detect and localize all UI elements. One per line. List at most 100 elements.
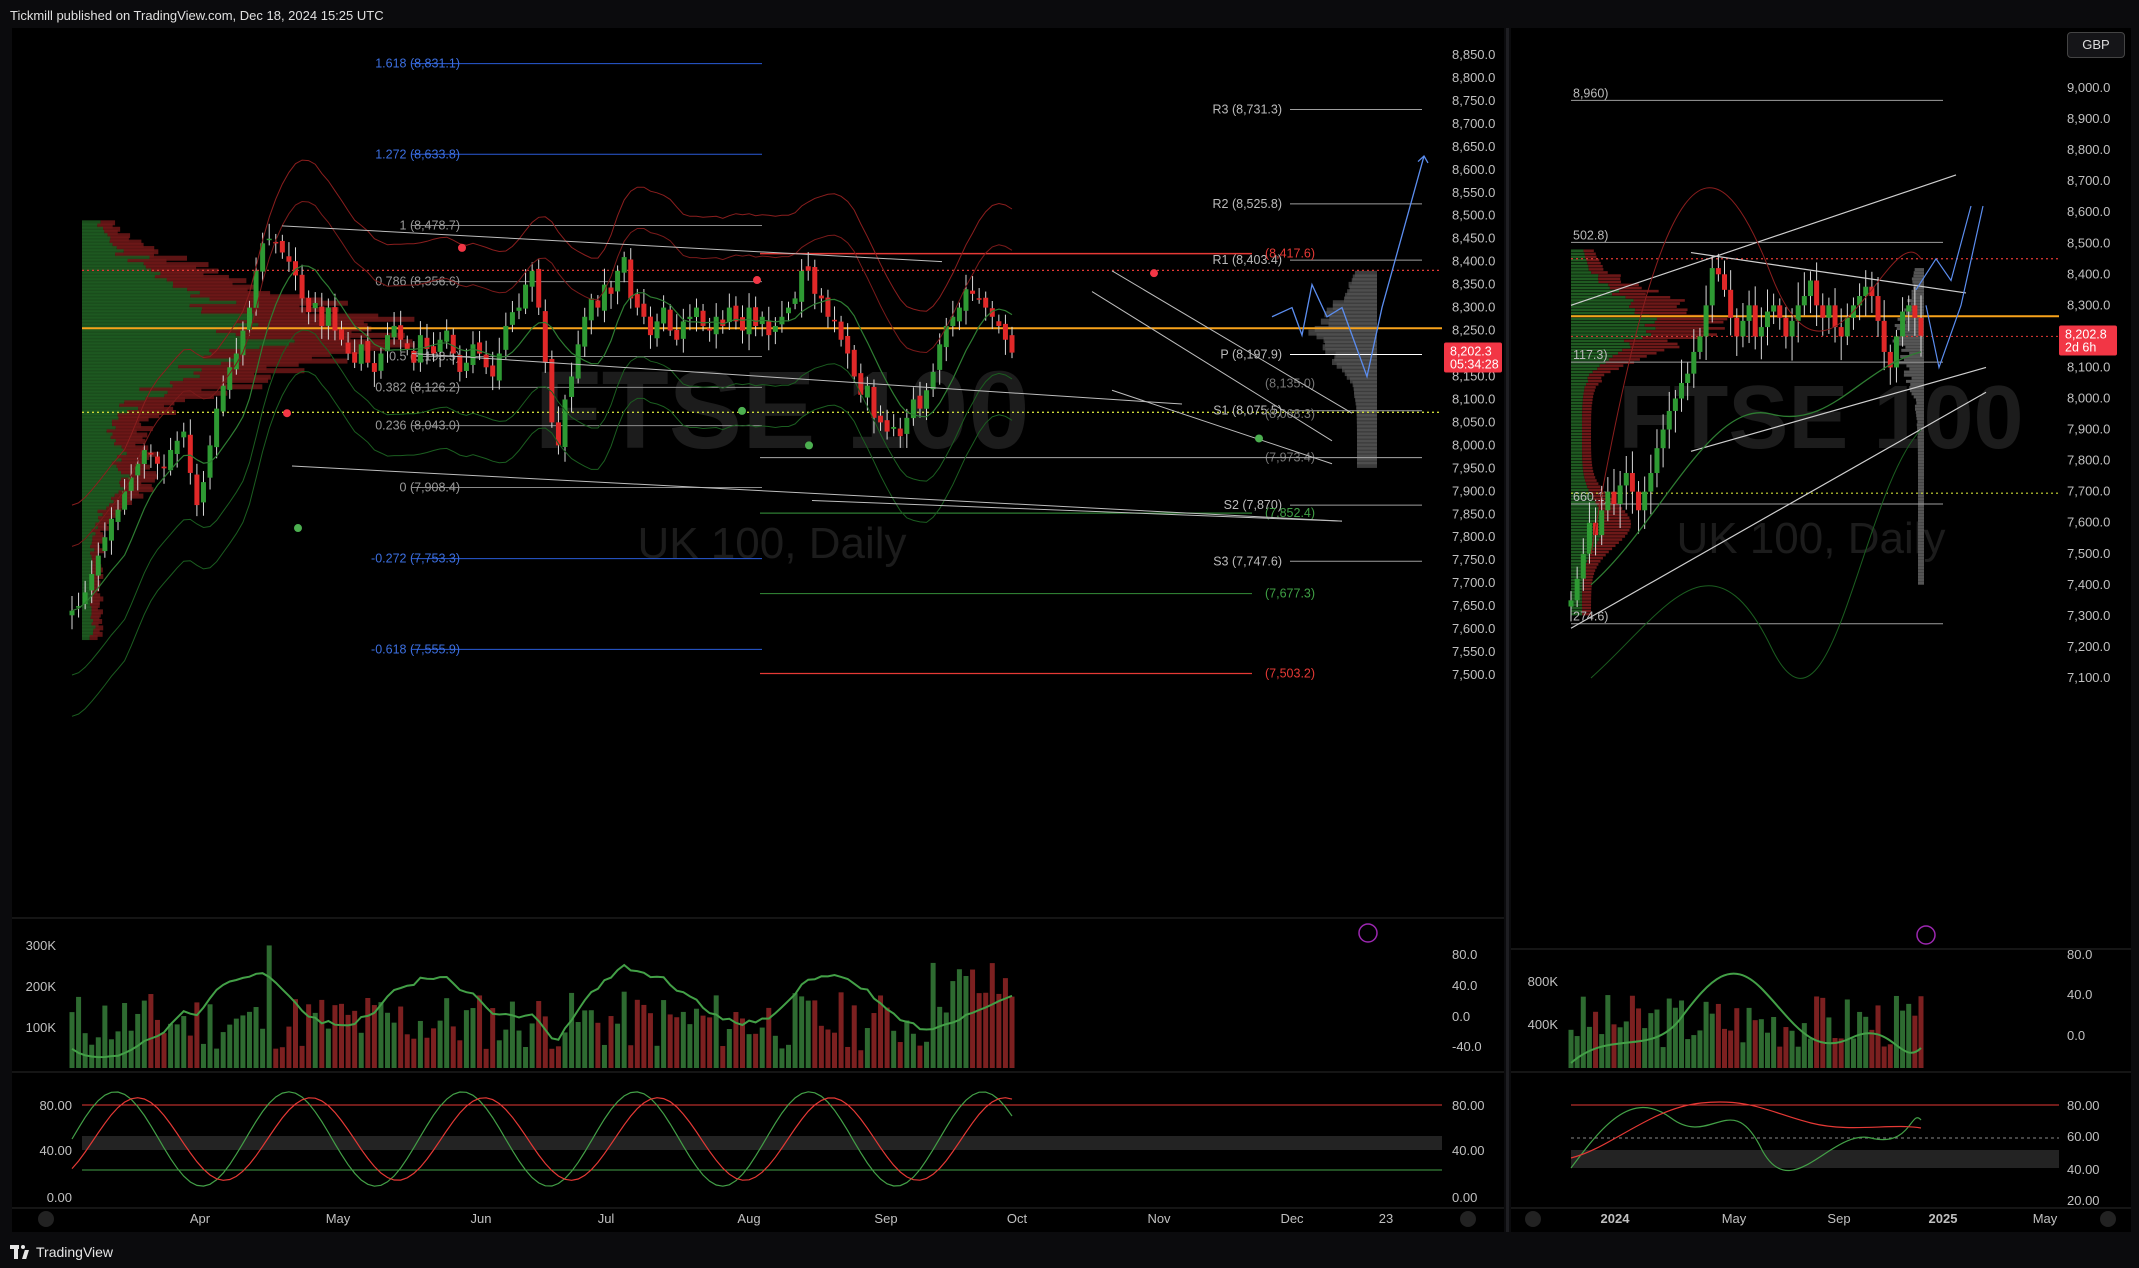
volume-profile-bar-up bbox=[1571, 373, 1590, 377]
session-profile-bar bbox=[1911, 277, 1924, 281]
volume-profile-bar-up bbox=[82, 455, 118, 461]
volume-profile-bar-up bbox=[1571, 469, 1584, 473]
alert-icon bbox=[1358, 923, 1378, 943]
volume-profile-bar-down bbox=[1582, 414, 1592, 417]
volume-bar-down bbox=[1832, 1038, 1838, 1068]
volume-bar-up bbox=[582, 1010, 588, 1068]
volume-profile-bar-up bbox=[82, 384, 173, 390]
volume-bar-down bbox=[371, 1005, 377, 1068]
volume-profile-bar-down bbox=[114, 442, 136, 448]
volume-profile-bar-up bbox=[82, 226, 104, 232]
candle-up bbox=[503, 325, 509, 350]
volume-bar-up bbox=[943, 1012, 949, 1068]
session-profile-bar bbox=[1918, 519, 1924, 523]
volume-profile-bar-down bbox=[116, 464, 150, 470]
session-profile-bar bbox=[1356, 439, 1377, 446]
volume-bar-up bbox=[1648, 1013, 1654, 1068]
tradingview-logo[interactable]: TradingView bbox=[10, 1244, 113, 1260]
candle-up bbox=[1568, 600, 1574, 607]
volume-profile-bar-up bbox=[82, 255, 150, 261]
session-profile-bar bbox=[1910, 382, 1924, 386]
candle-up bbox=[135, 463, 141, 476]
volume-profile-bar-up bbox=[1571, 497, 1594, 501]
volume-profile-bar-up bbox=[1571, 355, 1613, 358]
pivot-label: S3 (7,747.6) bbox=[1213, 554, 1282, 568]
volume-profile-bar-up bbox=[1571, 417, 1583, 420]
volume-profile-bar-down bbox=[1582, 609, 1592, 613]
volume-bar-up bbox=[601, 1044, 607, 1068]
volume-profile-bar-up bbox=[82, 381, 170, 387]
candle-up bbox=[799, 270, 805, 302]
volume-bar-up bbox=[82, 1033, 88, 1068]
candle-down bbox=[1009, 335, 1015, 353]
volume-profile-bar-up bbox=[1571, 609, 1583, 613]
volume-profile-bar-down bbox=[92, 631, 103, 637]
volume-profile-bar-up bbox=[82, 516, 99, 522]
volume-profile-bar-down bbox=[1633, 299, 1685, 302]
candle-up bbox=[772, 325, 778, 332]
session-profile-bar bbox=[1911, 296, 1924, 300]
volume-profile-bar-up bbox=[1571, 376, 1588, 380]
session-profile-bar bbox=[1354, 270, 1377, 277]
candle-up bbox=[89, 573, 95, 591]
volume-bar-up bbox=[1709, 1013, 1715, 1068]
volume-profile-bar-down bbox=[1635, 308, 1688, 312]
volume-bar-down bbox=[1783, 1027, 1789, 1068]
volume-profile-bar-up bbox=[82, 387, 140, 393]
volume-profile-bar-down bbox=[1624, 339, 1668, 343]
volume-profile-bar-up bbox=[82, 406, 139, 412]
volume-profile-bar-up bbox=[1571, 305, 1630, 308]
session-profile-bar bbox=[1918, 550, 1924, 554]
candle-down bbox=[1783, 317, 1789, 337]
volume-bar-down bbox=[1838, 1038, 1844, 1068]
session-profile-bar bbox=[1324, 311, 1377, 318]
candle-up bbox=[601, 284, 607, 311]
projection-path bbox=[1915, 205, 1972, 291]
volume-bar-up bbox=[799, 996, 805, 1068]
volume-profile-bar-up bbox=[1571, 538, 1600, 541]
price-axis-tick: 8,300.0 bbox=[2067, 297, 2110, 312]
level-label: 502.8) bbox=[1573, 228, 1608, 242]
volume-profile-bar-down bbox=[123, 487, 154, 493]
volume-profile-bar-down bbox=[111, 419, 140, 425]
candle-up bbox=[1648, 473, 1654, 492]
session-profile-bar bbox=[1316, 333, 1377, 340]
candle-down bbox=[450, 334, 456, 354]
volume-profile-bar-up bbox=[82, 422, 113, 428]
volume-profile-bar-up bbox=[1571, 445, 1583, 448]
candle-up bbox=[1703, 305, 1709, 337]
volume-profile-bar-down bbox=[1582, 423, 1592, 426]
volume-bar-up bbox=[141, 1000, 147, 1068]
candle-down bbox=[805, 266, 811, 271]
volume-profile-bar-up bbox=[82, 400, 125, 406]
volume-profile-bar-up bbox=[1571, 423, 1583, 426]
volume-profile-bar-up bbox=[82, 371, 194, 377]
volume-bar-down bbox=[490, 1008, 496, 1068]
pivot-label: S1 (8,075.5) bbox=[1213, 404, 1282, 418]
volume-bar-up bbox=[1795, 1046, 1801, 1068]
fib-level-label: 0.236 (8,043.0) bbox=[375, 419, 460, 433]
volume-bar-up bbox=[1789, 1030, 1795, 1068]
volume-profile-bar-up bbox=[82, 519, 100, 525]
price-axis-tick: 8,500.0 bbox=[1452, 208, 1495, 223]
volume-profile-bar-up bbox=[82, 461, 112, 467]
volume-profile-bar-down bbox=[1587, 376, 1602, 380]
volume-profile-bar-down bbox=[216, 329, 352, 335]
daily-chart-panel[interactable]: FTSE 100 UK 100, Daily 1.618 (8,831.1) 1.27… bbox=[12, 28, 1504, 1232]
volume-profile-bar-down bbox=[110, 435, 143, 441]
currency-button[interactable]: GBP bbox=[2067, 32, 2125, 58]
volume-profile-bar-down bbox=[1582, 407, 1592, 411]
weekly-chart-panel[interactable]: FTSE 100 UK 100, Daily 8,960) 502.8) 117.3) 6… bbox=[1511, 28, 2131, 1232]
volume-profile-bar-up bbox=[1571, 395, 1584, 398]
volume-profile-bar-up bbox=[82, 239, 110, 245]
panel-divider[interactable] bbox=[1506, 28, 1509, 1232]
volume-bar-down bbox=[595, 1022, 601, 1068]
volume-profile-bar-up bbox=[82, 377, 184, 383]
volume-profile-bar-down bbox=[151, 268, 219, 274]
price-axis-tick: 7,500.0 bbox=[2067, 546, 2110, 561]
candle-down bbox=[851, 349, 857, 377]
volume-profile-bar-down bbox=[1589, 373, 1605, 377]
weekly-chart-canvas[interactable]: FTSE 100 UK 100, Daily 8,960) 502.8) 117.3) 6… bbox=[1511, 28, 2131, 1232]
time-axis-tick: 2025 bbox=[1929, 1211, 1958, 1226]
daily-chart-canvas[interactable]: FTSE 100 UK 100, Daily 1.618 (8,831.1) 1.27… bbox=[12, 28, 1504, 1232]
